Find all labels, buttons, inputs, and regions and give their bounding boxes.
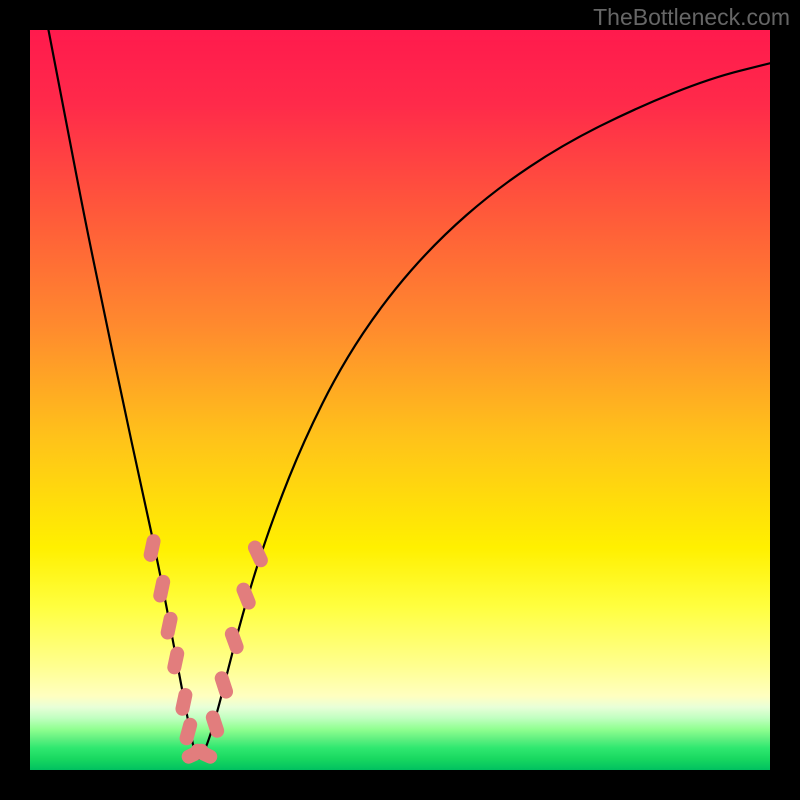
curve-marker <box>178 716 199 747</box>
curve-marker <box>166 645 186 675</box>
bottleneck-curve <box>49 30 771 759</box>
curve-marker <box>174 687 194 717</box>
curve-marker <box>152 574 172 604</box>
curve-marker <box>204 709 226 740</box>
curve-marker <box>213 669 235 700</box>
chart-curve-layer <box>30 30 770 770</box>
curve-marker <box>223 625 246 656</box>
curve-marker <box>159 611 179 641</box>
bottleneck-chart <box>30 30 770 770</box>
curve-marker <box>234 580 257 611</box>
curve-marker <box>246 538 271 569</box>
watermark-text: TheBottleneck.com <box>593 4 790 31</box>
curve-marker <box>142 533 162 563</box>
